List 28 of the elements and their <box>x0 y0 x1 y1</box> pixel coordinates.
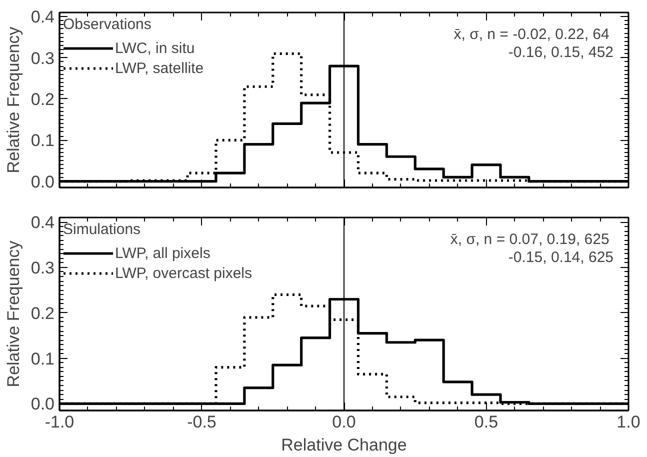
legend-label: LWC, in situ <box>115 40 195 56</box>
x-tick-label: 0.5 <box>474 412 498 432</box>
annotation: x̄, σ, n = -0.02, 0.22, 64 <box>454 26 610 43</box>
y-tick-label: 0.3 <box>30 258 55 278</box>
x-tick-label: -0.5 <box>187 412 216 432</box>
x-tick-label: -1.0 <box>44 412 74 432</box>
y-tick-label: 0.4 <box>30 8 55 27</box>
x-tick-label: 0.0 <box>332 412 356 432</box>
x-axis-title: Relative Change <box>281 436 407 454</box>
y-axis-title: Relative Frequency <box>4 26 23 174</box>
legend-title: Simulations <box>63 221 142 238</box>
annotation: -0.15, 0.14, 625 <box>508 249 614 266</box>
legend-label: LWP, all pixels <box>115 244 210 262</box>
y-tick-label: 0.4 <box>30 213 55 232</box>
legend-label: LWP, overcast pixels <box>115 264 252 282</box>
y-tick-label: 0.2 <box>30 304 55 323</box>
y-tick-label: 0.0 <box>30 172 55 192</box>
y-tick-label: 0.0 <box>30 394 55 414</box>
annotation: x̄, σ, n = 0.07, 0.19, 625 <box>450 231 610 248</box>
y-tick-label: 0.1 <box>30 131 55 150</box>
y-tick-label: 0.1 <box>30 349 55 368</box>
y-tick-label: 0.3 <box>30 48 55 68</box>
annotation: -0.16, 0.15, 452 <box>508 44 614 61</box>
legend-title: Observations <box>63 16 152 33</box>
x-tick-label: 1.0 <box>616 412 640 432</box>
y-axis-title: Relative Frequency <box>4 240 23 388</box>
legend-label: LWP, satellite <box>115 60 204 76</box>
y-tick-label: 0.2 <box>30 90 55 109</box>
